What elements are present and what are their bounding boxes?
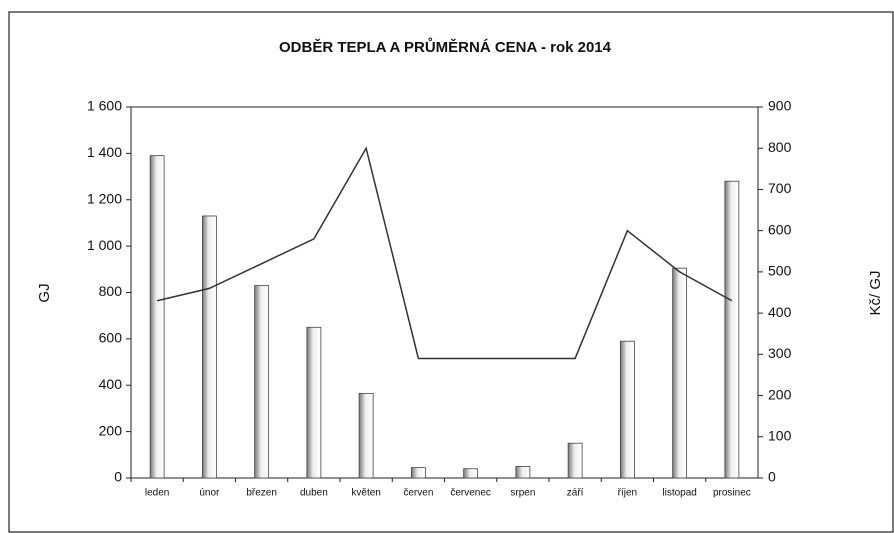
- y-axis-label: GJ: [36, 283, 53, 302]
- x-tick-label: březen: [246, 488, 277, 499]
- x-tick-label: duben: [300, 488, 328, 499]
- y-tick-label: 1 400: [87, 144, 122, 160]
- y-tick-label: 0: [114, 469, 122, 485]
- bar: [724, 180, 740, 479]
- y-tick-label: 600: [99, 330, 123, 346]
- y2-axis-label: Kč/ GJ: [867, 270, 884, 315]
- y2-tick-label: 300: [768, 345, 792, 361]
- x-tick-label: listopad: [662, 488, 696, 499]
- bar: [358, 392, 374, 479]
- x-tick-label: únor: [199, 488, 220, 499]
- y2-tick-label: 600: [768, 221, 792, 237]
- y-tick-label: 1 200: [87, 190, 122, 206]
- bar: [149, 155, 165, 479]
- x-tick-label: leden: [145, 488, 169, 499]
- y2-tick-label: 500: [768, 263, 792, 279]
- bar: [567, 442, 583, 479]
- bar: [306, 326, 322, 479]
- x-tick-label: říjen: [618, 488, 637, 499]
- y-tick-label: 800: [99, 283, 123, 299]
- y2-tick-label: 200: [768, 386, 792, 402]
- chart-title: ODBĚR TEPLA A PRŮMĚRNÁ CENA - rok 2014: [279, 37, 612, 56]
- bar: [515, 466, 531, 479]
- bar: [410, 467, 426, 479]
- y2-tick-label: 0: [768, 469, 776, 485]
- bar: [619, 340, 635, 479]
- y2-tick-label: 100: [768, 427, 792, 443]
- y-tick-label: 1 000: [87, 237, 122, 253]
- y-tick-label: 200: [99, 422, 123, 438]
- y2-tick-label: 900: [768, 98, 792, 114]
- x-tick-label: září: [567, 488, 584, 499]
- x-tick-label: květen: [351, 488, 380, 499]
- y2-tick-label: 700: [768, 180, 792, 196]
- y-tick-label: 1 600: [87, 98, 122, 114]
- y2-tick-label: 800: [768, 139, 792, 155]
- x-tick-label: červen: [403, 488, 433, 499]
- line: [156, 146, 733, 360]
- x-tick-label: prosinec: [713, 488, 751, 499]
- x-tick-label: červenec: [450, 488, 491, 499]
- frame: [8, 11, 894, 533]
- y-tick-label: 400: [99, 376, 123, 392]
- y2-tick-label: 400: [768, 304, 792, 320]
- x-tick-label: srpen: [510, 488, 535, 499]
- bar: [201, 215, 217, 479]
- bar: [463, 468, 479, 479]
- bar: [254, 285, 270, 479]
- bar: [672, 267, 688, 479]
